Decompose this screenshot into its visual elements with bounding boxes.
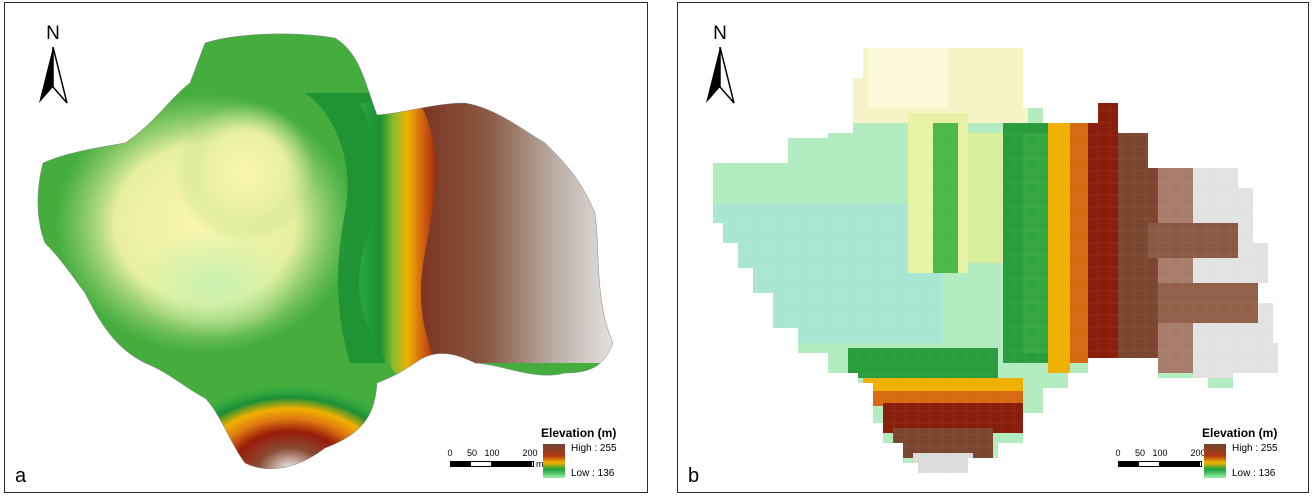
north-label: N: [33, 23, 73, 45]
scale-tick: 50: [1135, 448, 1145, 458]
elevation-map-smooth: [5, 3, 648, 493]
scale-tick: 100: [1152, 448, 1167, 458]
scale-tick: 50: [467, 448, 477, 458]
legend-title: Elevation (m): [1202, 426, 1277, 440]
scale-bar-graphic: [1118, 461, 1202, 467]
elevation-map-pixelated: [678, 3, 1309, 493]
legend-color-ramp: [543, 444, 565, 478]
scale-bar: 0 50 100 200 m: [450, 448, 540, 474]
legend-color-ramp: [1204, 444, 1226, 478]
north-label: N: [700, 23, 740, 45]
legend-low-label: Low : 136: [571, 468, 614, 479]
north-arrow-icon: [37, 47, 69, 107]
legend-title: Elevation (m): [541, 426, 616, 440]
scale-tick: 100: [484, 448, 499, 458]
scale-tick: 0: [1115, 448, 1120, 458]
north-arrow-icon: [704, 47, 736, 107]
legend-low-label: Low : 136: [1232, 468, 1275, 479]
panel-label: b: [688, 465, 699, 488]
elevation-legend: Elevation (m) High : 255 Low : 136: [1198, 426, 1298, 482]
elevation-legend: Elevation (m) High : 255 Low : 136: [537, 426, 637, 482]
map-panel-b: N 0 50 100 200 m Elevation (m) High : 25…: [677, 2, 1309, 493]
north-arrow: N: [700, 23, 740, 113]
scale-tick: 200: [522, 448, 537, 458]
panel-label: a: [15, 465, 26, 488]
scale-bar-graphic: [450, 461, 534, 467]
scale-bar: 0 50 100 200 m: [1118, 448, 1208, 474]
legend-high-label: High : 255: [571, 443, 617, 454]
legend-high-label: High : 255: [1232, 443, 1278, 454]
north-arrow: N: [33, 23, 73, 113]
scale-tick: 0: [447, 448, 452, 458]
map-panel-a: N 0 50 100 200 m Elevation (m) High : 25…: [4, 2, 648, 493]
